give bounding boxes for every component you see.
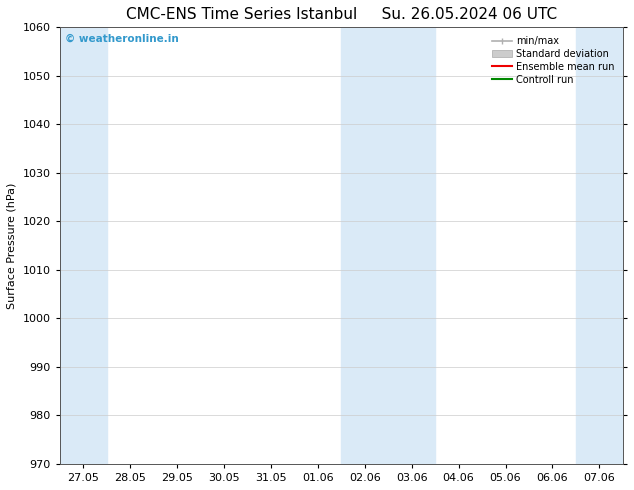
Bar [60, 27, 107, 464]
Bar [576, 27, 634, 464]
Bar [341, 27, 435, 464]
Title: CMC-ENS Time Series Istanbul     Su. 26.05.2024 06 UTC: CMC-ENS Time Series Istanbul Su. 26.05.2… [126, 7, 557, 22]
Legend: min/max, Standard deviation, Ensemble mean run, Controll run: min/max, Standard deviation, Ensemble me… [488, 32, 618, 89]
Y-axis label: Surface Pressure (hPa): Surface Pressure (hPa) [7, 182, 17, 309]
Text: © weatheronline.in: © weatheronline.in [65, 34, 179, 44]
